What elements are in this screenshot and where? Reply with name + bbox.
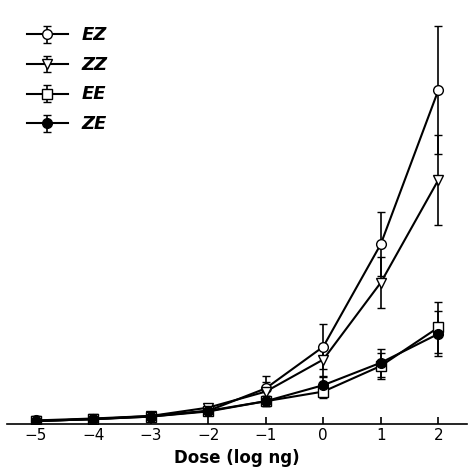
Legend: EZ, ZZ, EE, ZE: EZ, ZZ, EE, ZE <box>20 19 114 140</box>
X-axis label: Dose (log ng): Dose (log ng) <box>174 449 300 467</box>
